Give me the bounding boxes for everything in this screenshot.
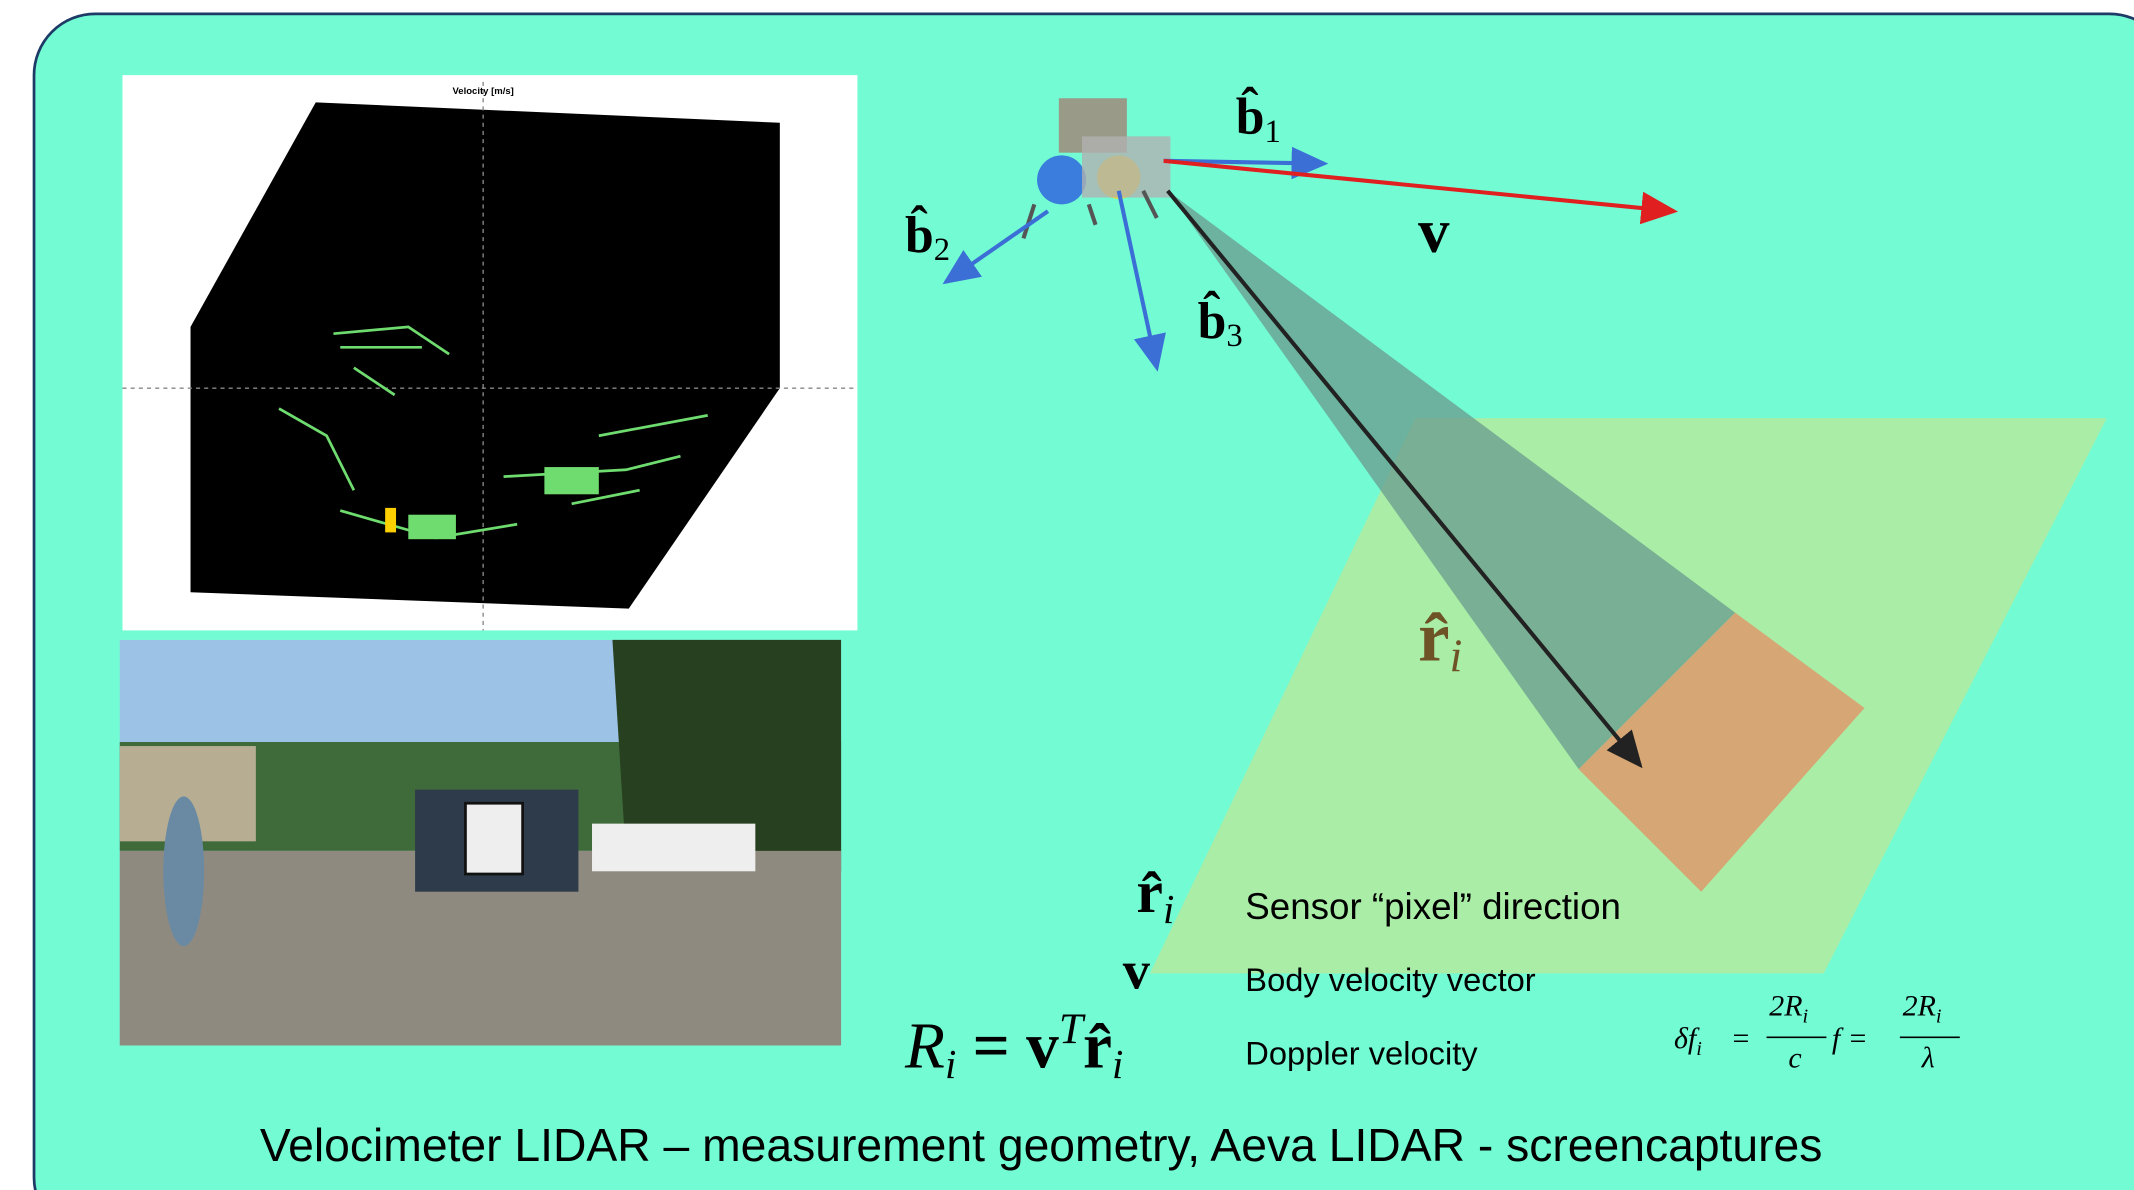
legend-symbol: v: [1123, 939, 1151, 1000]
eq-den: λ: [1921, 1041, 1935, 1074]
doppler-equation: Ri = vTr̂i: [904, 1005, 1123, 1087]
caption: Velocimeter LIDAR – measurement geometry…: [260, 1119, 1823, 1171]
lidar-plot: Velocity [m/s]: [122, 75, 857, 630]
legend-text: Doppler velocity: [1245, 1035, 1478, 1072]
eq-equals: =: [1733, 1022, 1750, 1055]
page: Velocity [m/s] b̂1 b̂2 b̂3 v r̂i r̂i Sen…: [0, 0, 2134, 1190]
eq-mid: f =: [1832, 1022, 1868, 1055]
eq-den: c: [1788, 1041, 1801, 1074]
legend-text: Sensor “pixel” direction: [1245, 886, 1621, 927]
legend-text: Body velocity vector: [1245, 961, 1536, 998]
v-label: v: [1418, 196, 1450, 266]
slide: Velocity [m/s] b̂1 b̂2 b̂3 v r̂i r̂i Sen…: [0, 0, 2134, 1190]
plot-title: Velocity [m/s]: [452, 86, 513, 97]
street-photo: [120, 640, 841, 1046]
